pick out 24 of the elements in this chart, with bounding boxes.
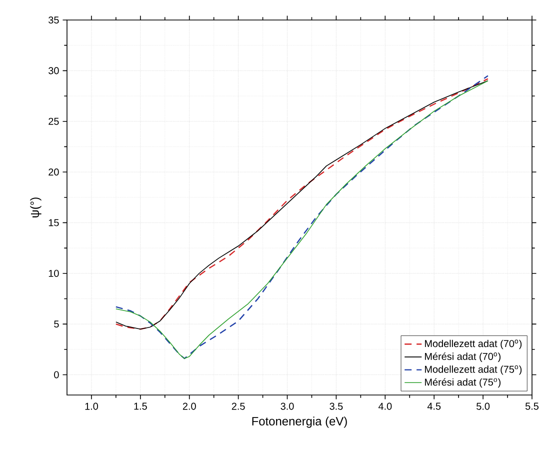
- x-tick-label: 3.5: [330, 402, 343, 410]
- x-tick-label: 3.0: [280, 402, 294, 410]
- x-tick-label: 1.0: [85, 402, 98, 410]
- y-tick-label: 5: [54, 320, 59, 328]
- x-axis-title: Fotonenergia (eV): [252, 416, 347, 428]
- legend-label: Mérési adat (70$^{o}$): [425, 352, 501, 362]
- x-tick-label: 5.5: [525, 402, 539, 410]
- y-tick-label: 35: [48, 16, 59, 24]
- y-tick-label: 25: [48, 118, 59, 125]
- x-tick-label: 4.5: [427, 402, 441, 410]
- y-tick-label: 0: [54, 371, 59, 378]
- y-tick-label: 15: [48, 219, 59, 226]
- x-tick-label: 1.5: [134, 402, 147, 410]
- x-tick-label: 2.5: [232, 402, 245, 410]
- legend-label: Mérési adat (75$^{o}$): [425, 378, 501, 388]
- legend-label: Modellezett adat (70$^{o}$): [425, 340, 522, 350]
- y-tick-label: 10: [48, 270, 59, 277]
- x-tick-label: 2.0: [182, 402, 196, 410]
- x-tick-label: 4.0: [378, 402, 392, 410]
- y-axis-title: ψ(°): [30, 198, 42, 218]
- legend-label: Modellezett adat (75$^{o}$): [425, 365, 522, 375]
- y-tick-label: 30: [48, 67, 59, 74]
- x-tick-label: 5.0: [476, 402, 490, 410]
- y-tick-label: 20: [48, 168, 59, 176]
